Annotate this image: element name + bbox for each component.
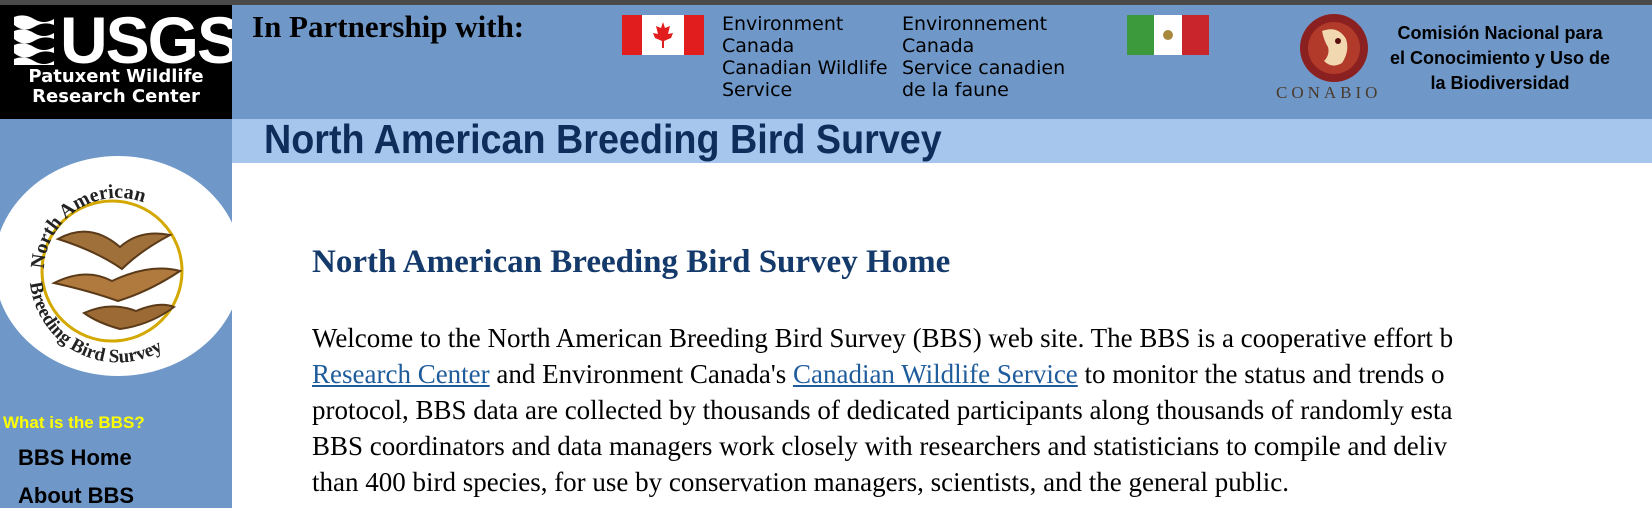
top-border [0, 0, 1652, 5]
page-heading: North American Breeding Bird Survey Home [312, 244, 951, 280]
environment-canada-fr[interactable]: Environnement Canada Service canadien de… [902, 13, 1066, 101]
sidebar-item-about-bbs[interactable]: About BBS [18, 483, 135, 508]
canada-flag-icon[interactable] [622, 15, 704, 55]
intro-line: BBS coordinators and data managers work … [312, 431, 1448, 461]
usgs-name: USGS [60, 3, 241, 77]
usgs-wave-icon [14, 15, 54, 65]
intro-line: Research Center and Environment Canada's… [312, 359, 1445, 389]
intro-line: than 400 bird species, for use by conser… [312, 467, 1289, 497]
sidebar-item-bbs-home[interactable]: BBS Home [18, 445, 132, 470]
bbs-logo-icon[interactable]: North American Breeding Bird Survey [0, 151, 232, 381]
environment-canada-en[interactable]: Environment Canada Canadian Wildlife Ser… [722, 13, 888, 101]
partner-bar: In Partnership with: Environment Canada … [232, 5, 1652, 119]
intro-line: protocol, BBS data are collected by thou… [312, 395, 1453, 425]
title-band [232, 119, 1652, 163]
research-center-link[interactable]: Research Center [312, 359, 490, 389]
site-title: North American Breeding Bird Survey [264, 116, 942, 162]
sidebar: North American Breeding Bird Survey What… [0, 119, 232, 508]
usgs-logo-block[interactable]: USGS Patuxent Wildlife Research Center [0, 5, 241, 119]
intro-paragraph: Welcome to the North American Breeding B… [312, 320, 1652, 500]
mexico-flag-icon[interactable] [1127, 15, 1209, 55]
usgs-center-name: Patuxent Wildlife Research Center [28, 66, 204, 107]
conabio-wordmark: CONABIO [1276, 83, 1382, 102]
nav-section-heading: What is the BBS? [3, 413, 145, 432]
conabio-emblem-icon[interactable] [1294, 11, 1374, 85]
intro-line: Welcome to the North American Breeding B… [312, 323, 1454, 353]
canadian-wildlife-service-link[interactable]: Canadian Wildlife Service [792, 359, 1078, 389]
partner-title: In Partnership with: [252, 9, 525, 44]
conabio-full-name[interactable]: Comisión Nacional para el Conocimiento y… [1389, 23, 1611, 93]
